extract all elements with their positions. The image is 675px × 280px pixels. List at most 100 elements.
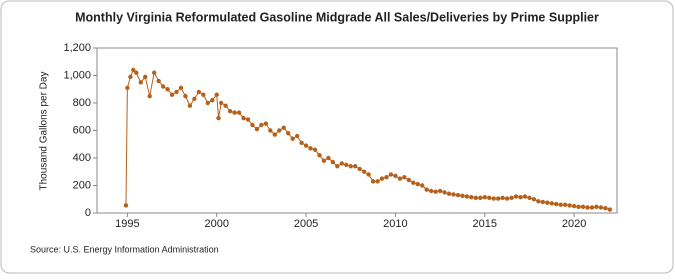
data-point <box>469 194 474 200</box>
data-point <box>607 207 613 212</box>
chart-frame <box>0 0 674 274</box>
data-point <box>277 128 282 133</box>
data-point <box>509 195 514 201</box>
data-point <box>446 191 452 196</box>
data-point <box>308 146 313 151</box>
data-point <box>603 205 608 211</box>
data-point <box>558 202 563 207</box>
data-point <box>464 194 470 199</box>
data-point <box>379 176 385 181</box>
data-point <box>393 173 398 179</box>
data-point <box>384 175 389 180</box>
data-point <box>388 172 394 177</box>
data-point <box>585 205 590 210</box>
data-point <box>250 122 255 128</box>
y-tick-label: 1,200 <box>63 42 91 54</box>
data-point <box>571 203 577 209</box>
data-point <box>339 161 345 166</box>
x-tick-label: 2010 <box>383 218 407 230</box>
data-point <box>165 87 170 92</box>
data-point <box>478 195 483 201</box>
y-tick-label: 200 <box>73 179 91 191</box>
data-point <box>518 194 523 200</box>
data-point <box>214 92 219 97</box>
data-point <box>290 136 295 141</box>
data-point <box>428 188 434 194</box>
data-point <box>123 203 129 208</box>
data-point <box>143 74 148 80</box>
data-point <box>504 196 510 201</box>
data-point <box>187 103 193 108</box>
data-point <box>433 189 438 194</box>
data-point <box>178 85 184 91</box>
data-point <box>500 195 505 201</box>
data-point <box>353 164 358 169</box>
y-tick-label: 800 <box>73 97 91 109</box>
data-point <box>375 179 380 184</box>
data-point <box>321 158 327 163</box>
data-point <box>513 194 519 199</box>
data-point <box>201 92 206 97</box>
data-point <box>294 133 300 139</box>
x-tick-label: 2000 <box>204 218 228 230</box>
data-point <box>183 93 188 99</box>
data-point <box>473 195 479 201</box>
data-point <box>348 164 353 169</box>
data-point <box>420 183 425 188</box>
data-point <box>131 67 136 73</box>
data-point <box>370 179 376 184</box>
data-point <box>531 197 537 202</box>
data-point <box>160 84 166 89</box>
data-point <box>330 159 336 165</box>
data-point <box>281 125 286 130</box>
data-point <box>495 196 501 201</box>
data-point <box>254 126 260 132</box>
data-point <box>522 194 528 199</box>
source-note: Source: U.S. Energy Information Administ… <box>30 244 219 254</box>
x-tick-label: 2020 <box>562 218 586 230</box>
data-point <box>567 203 572 208</box>
data-point <box>402 175 407 180</box>
data-point <box>263 121 269 126</box>
data-point <box>218 100 224 106</box>
data-line <box>125 69 610 211</box>
data-point <box>589 205 595 210</box>
data-point <box>442 190 447 195</box>
data-point <box>286 131 291 136</box>
x-tick-label: 2015 <box>473 218 497 230</box>
data-point <box>482 194 487 200</box>
data-point <box>223 103 228 108</box>
data-point <box>174 89 179 95</box>
data-point <box>317 153 322 158</box>
data-point <box>455 192 461 198</box>
data-point <box>205 100 210 106</box>
y-tick-label: 600 <box>73 124 91 136</box>
data-point <box>227 109 233 114</box>
data-point <box>487 195 492 201</box>
data-point <box>138 80 143 85</box>
data-point <box>216 115 221 121</box>
data-point <box>326 155 331 161</box>
data-point <box>272 132 278 137</box>
data-point <box>192 96 197 102</box>
data-point <box>303 143 309 148</box>
data-point <box>259 122 264 128</box>
data-point <box>406 177 412 183</box>
data-point <box>527 195 532 201</box>
data-point <box>562 202 568 207</box>
chart-title: Monthly Virginia Reformulated Gasoline M… <box>75 10 599 24</box>
y-tick-label: 400 <box>73 152 91 164</box>
data-point <box>451 192 456 197</box>
data-point <box>134 70 139 75</box>
data-point <box>241 115 246 121</box>
data-point <box>545 200 550 205</box>
data-point <box>554 201 559 207</box>
data-point <box>147 93 152 99</box>
data-point <box>536 199 541 204</box>
data-point <box>128 74 133 80</box>
data-point <box>299 140 304 146</box>
data-point <box>598 205 604 210</box>
data-point <box>210 98 215 103</box>
data-point <box>576 204 581 210</box>
